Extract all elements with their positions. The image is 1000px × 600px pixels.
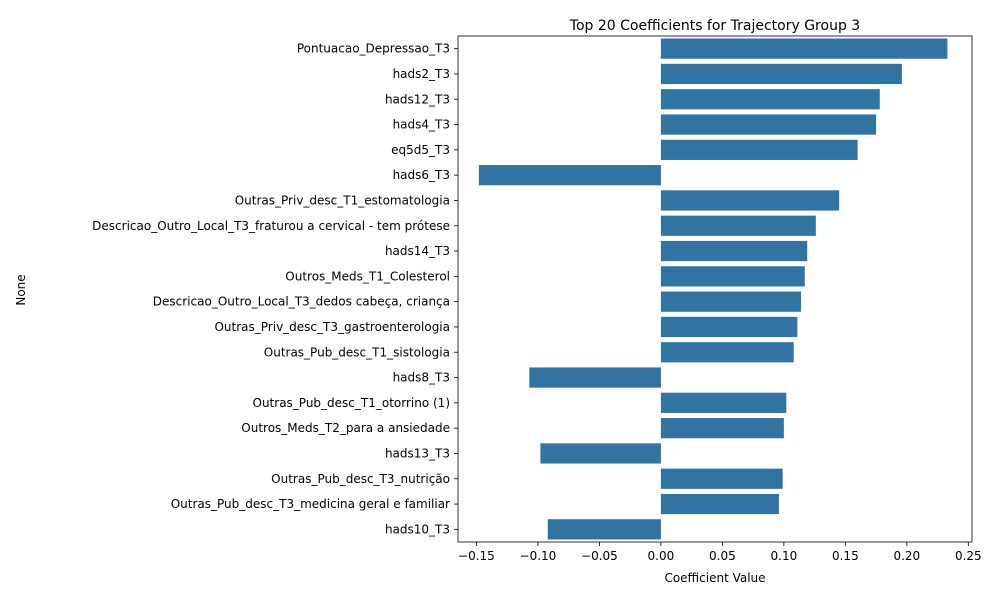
x-axis-title: Coefficient Value: [664, 571, 765, 585]
bar-2: [660, 89, 880, 110]
bar-18: [660, 493, 779, 515]
bar-17: [660, 468, 783, 489]
category-label-9: Outros_Meds_T1_Colesterol: [285, 269, 450, 283]
bar-19: [547, 519, 661, 540]
category-label-3: hads4_T3: [393, 118, 450, 132]
bar-6: [660, 190, 840, 211]
bar-3: [660, 114, 877, 135]
bar-4: [660, 139, 858, 160]
bar-13: [529, 367, 661, 388]
bar-11: [660, 316, 798, 338]
category-label-15: Outros_Meds_T2_para a ansiedade: [241, 421, 450, 435]
x-tick-label-0: −0.15: [458, 549, 495, 563]
plot-frame: [457, 35, 973, 543]
category-label-7: Descricao_Outro_Local_T3_fraturou a cerv…: [92, 219, 450, 233]
bar-5: [478, 165, 661, 186]
bar-15: [660, 418, 784, 439]
category-label-4: eq5d5_T3: [391, 143, 450, 157]
bar-9: [660, 266, 805, 287]
bar-0: [660, 38, 948, 59]
x-tick-label-1: −0.10: [520, 549, 557, 563]
category-label-1: hads2_T3: [393, 67, 450, 81]
category-label-19: hads10_T3: [385, 522, 450, 536]
category-label-12: Outras_Pub_desc_T1_sistologia: [264, 345, 450, 359]
bars-group: [478, 38, 948, 540]
category-label-10: Descricao_Outro_Local_T3_dedos cabeça, c…: [153, 295, 450, 309]
category-label-14: Outras_Pub_desc_T1_otorrino (1): [253, 396, 451, 410]
bar-8: [660, 240, 808, 262]
category-label-11: Outras_Priv_desc_T3_gastroenterologia: [214, 320, 450, 334]
bar-1: [660, 63, 902, 85]
x-axis-ticks: −0.15 −0.10 −0.05 0.00 0.05 0.10 0.15 0.20 0.25: [458, 542, 982, 563]
x-tick-label-4: 0.05: [709, 549, 736, 563]
category-label-2: hads12_T3: [385, 92, 450, 106]
x-tick-label-5: 0.10: [771, 549, 798, 563]
x-tick-label-8: 0.25: [955, 549, 982, 563]
category-label-0: Pontuacao_Depressao_T3: [297, 42, 450, 56]
category-label-5: hads6_T3: [393, 168, 450, 182]
category-label-16: hads13_T3: [385, 446, 450, 460]
chart-title: Top 20 Coefficients for Trajectory Group…: [569, 18, 860, 34]
bar-14: [660, 392, 787, 413]
category-label-18: Outras_Pub_desc_T3_medicina geral e fami…: [171, 497, 450, 511]
x-tick-label-6: 0.15: [832, 549, 859, 563]
category-label-13: hads8_T3: [393, 371, 450, 385]
x-tick-label-7: 0.20: [893, 549, 920, 563]
category-label-6: Outras_Priv_desc_T1_estomatologia: [235, 193, 450, 207]
bar-16: [540, 443, 661, 464]
category-label-17: Outras_Pub_desc_T3_nutrição: [271, 472, 450, 486]
bar-10: [660, 291, 802, 312]
bar-12: [660, 342, 794, 363]
y-axis-title: None: [14, 274, 28, 305]
x-tick-label-3: 0.00: [648, 549, 675, 563]
x-tick-label-2: −0.05: [581, 549, 618, 563]
category-label-8: hads14_T3: [385, 244, 450, 258]
bar-7: [660, 215, 816, 236]
y-axis-labels: Pontuacao_Depressao_T3 hads2_T3 hads12_T3h…: [92, 42, 458, 536]
